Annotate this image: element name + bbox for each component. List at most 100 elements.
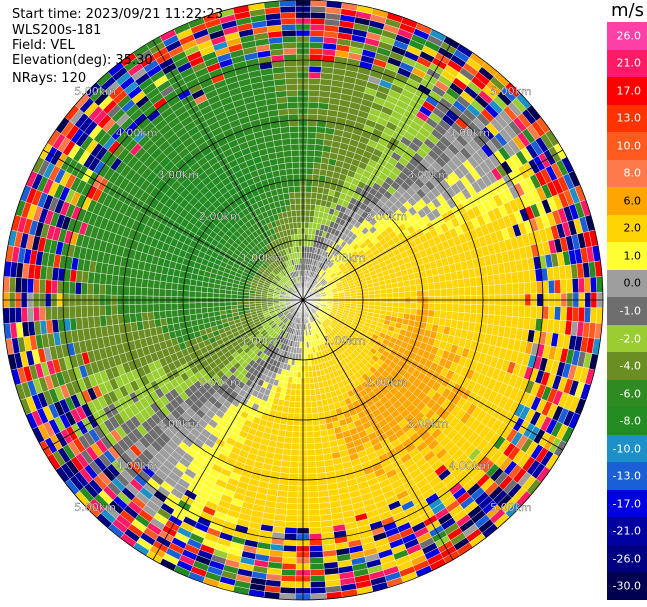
- velocity-gate: [404, 302, 412, 309]
- velocity-gate: [451, 279, 459, 289]
- velocity-gate: [304, 221, 310, 229]
- velocity-gate: [439, 310, 447, 319]
- velocity-gate: [306, 455, 316, 463]
- velocity-gate: [306, 443, 315, 451]
- velocity-gate: [170, 303, 178, 311]
- velocity-gate: [284, 436, 293, 444]
- velocity-gate: [68, 305, 76, 319]
- velocity-gate: [212, 292, 220, 298]
- velocity-gate: [260, 300, 268, 304]
- velocity-gate: [439, 281, 447, 290]
- velocity-gate: [403, 280, 411, 287]
- velocity-gate: [116, 285, 124, 296]
- velocity-gate: [433, 281, 441, 290]
- velocity-gate: [8, 276, 17, 293]
- velocity-gate: [147, 279, 155, 289]
- velocity-gate: [314, 442, 323, 450]
- velocity-gate: [422, 289, 430, 298]
- velocity-gate: [165, 310, 173, 319]
- velocity-gate: [171, 282, 179, 291]
- velocity-gate: [309, 47, 323, 55]
- velocity-gate: [560, 306, 568, 321]
- velocity-gate: [308, 527, 322, 535]
- velocity-gate: [293, 413, 301, 421]
- velocity-gate: [285, 515, 298, 523]
- velocity-gate: [589, 276, 598, 293]
- velocity-gate: [159, 310, 167, 319]
- velocity-gate: [313, 430, 322, 438]
- velocity-gate: [291, 431, 300, 439]
- velocity-gate: [288, 479, 299, 487]
- velocity-gate: [74, 281, 82, 295]
- velocity-gate: [286, 418, 294, 426]
- velocity-gate: [403, 307, 411, 315]
- velocity-gate: [305, 395, 312, 403]
- velocity-gate: [86, 305, 94, 318]
- velocity-gate: [183, 308, 191, 316]
- velocity-gate: [188, 290, 196, 298]
- velocity-gate: [307, 365, 313, 372]
- velocity-gate: [577, 277, 586, 293]
- velocity-gate: [306, 167, 314, 175]
- velocity-gate: [374, 289, 381, 295]
- velocity-gate: [304, 215, 310, 223]
- velocity-gate: [38, 279, 46, 294]
- velocity-gate: [524, 305, 532, 319]
- velocity-gate: [308, 371, 314, 378]
- velocity-gate: [309, 29, 325, 37]
- velocity-gate: [213, 306, 220, 312]
- velocity-gate: [134, 286, 142, 296]
- velocity-gate: [281, 568, 297, 577]
- velocity-gate: [470, 286, 478, 296]
- velocity-gate: [311, 412, 319, 420]
- velocity-gate: [314, 150, 323, 158]
- velocity-gate: [314, 388, 321, 396]
- velocity-gate: [195, 285, 203, 293]
- velocity-gate: [38, 306, 46, 321]
- velocity-gate: [445, 280, 453, 289]
- velocity-gate: [92, 283, 100, 295]
- velocity-gate: [158, 288, 166, 297]
- velocity-gate: [135, 312, 143, 323]
- velocity-gate: [26, 278, 35, 294]
- velocity-gate: [110, 304, 118, 316]
- velocity-gate: [282, 448, 292, 456]
- velocity-gate: [457, 312, 465, 322]
- velocity-gate: [188, 302, 196, 310]
- velocity-gate: [242, 301, 250, 305]
- velocity-gate: [305, 203, 311, 211]
- velocity-gate: [122, 285, 130, 296]
- velocity-gate: [307, 461, 317, 469]
- velocity-gate: [469, 312, 477, 323]
- velocity-gate: [452, 287, 460, 297]
- velocity-gate: [307, 359, 312, 366]
- velocity-gate: [308, 497, 320, 505]
- velocity-gate: [224, 301, 232, 307]
- velocity-gate: [50, 280, 58, 294]
- velocity-gate: [74, 305, 82, 319]
- velocity-gate: [554, 279, 562, 294]
- velocity-gate: [289, 394, 296, 402]
- velocity-gate: [312, 168, 321, 176]
- velocity-gate: [158, 303, 166, 312]
- velocity-gate: [231, 304, 238, 310]
- velocity-gate: [310, 586, 327, 595]
- velocity-gate: [566, 306, 574, 322]
- velocity-gate: [446, 288, 454, 297]
- velocity-gate: [304, 365, 309, 373]
- velocity-gate: [201, 286, 209, 293]
- velocity-gate: [307, 491, 319, 499]
- velocity-gate: [312, 174, 320, 182]
- velocity-gate: [408, 279, 417, 287]
- velocity-gate: [309, 35, 324, 43]
- velocity-gate: [295, 389, 301, 397]
- velocity-gate: [282, 551, 297, 559]
- velocity-gate: [294, 401, 301, 409]
- velocity-gate: [392, 292, 400, 298]
- velocity-gate: [397, 286, 405, 293]
- velocity-gate: [530, 305, 538, 319]
- velocity-gate: [146, 303, 154, 313]
- velocity-gate: [427, 282, 435, 291]
- velocity-gate: [312, 418, 320, 426]
- velocity-gate: [153, 311, 161, 320]
